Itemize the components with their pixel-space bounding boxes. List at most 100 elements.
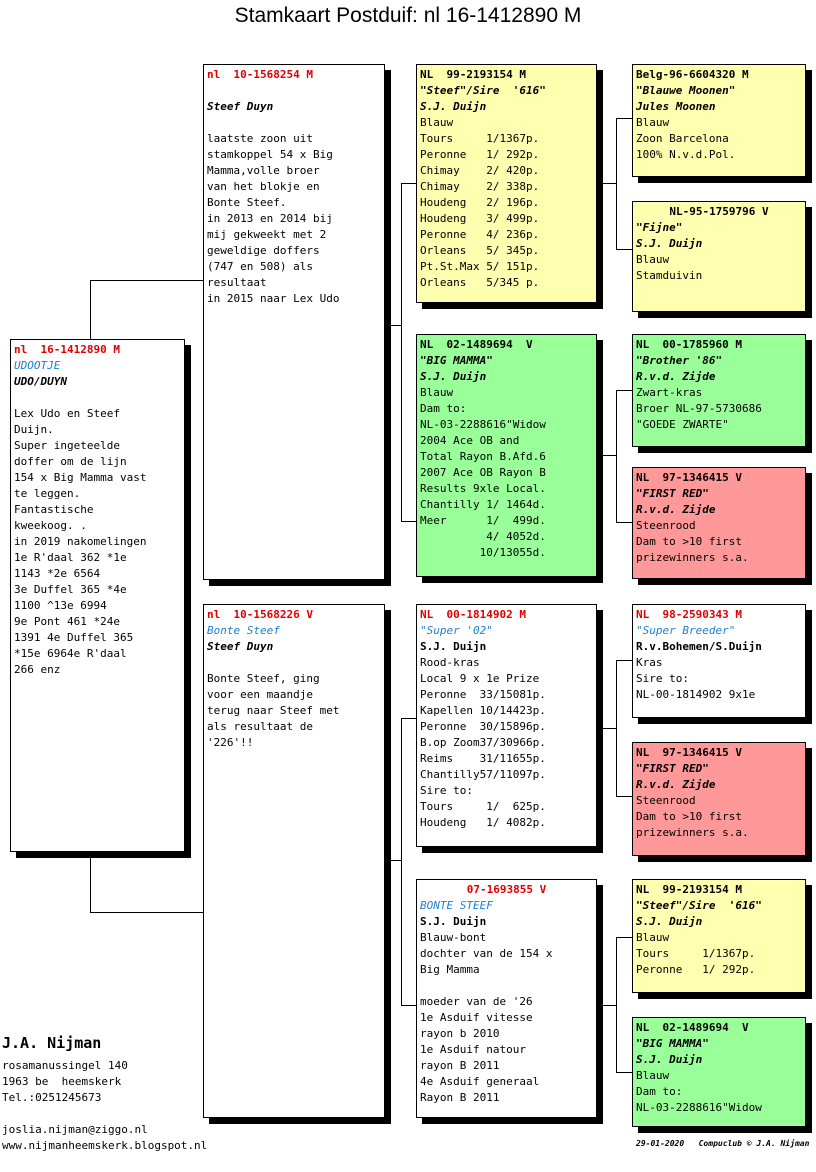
card-line: Big Mamma: [420, 963, 480, 976]
connector: [401, 1005, 417, 1006]
card-line: Zoon Barcelona: [636, 132, 729, 145]
breeder: R.v.d. Zijde: [636, 370, 716, 383]
connector: [90, 280, 204, 281]
card-line: [420, 978, 593, 994]
card-line: Mamma,volle broer: [207, 164, 320, 177]
pigeon-name: "BIG MAMMA": [636, 1037, 709, 1050]
card-line: 266 enz: [14, 663, 61, 676]
pigeon-name: "Super '02": [420, 624, 493, 637]
ring-number: NL 00-1785960 M: [636, 338, 742, 351]
ring-number: NL 98-2590343 M: [636, 608, 742, 621]
connector: [616, 249, 632, 250]
connector: [384, 860, 402, 861]
card-line: Rood-kras: [420, 656, 480, 669]
ring-number: NL 02-1489694 V: [420, 338, 533, 351]
owner-website: www.nijmanheemskerk.blogspot.nl: [2, 1139, 208, 1152]
owner-phone: Tel.:0251245673: [2, 1091, 102, 1104]
connector: [616, 118, 632, 119]
ring-number: NL 99-2193154 M: [636, 883, 742, 896]
card-line: geweldige doffers: [207, 244, 320, 257]
card-line: als resultaat de: [207, 720, 313, 733]
owner-address: 1963 be heemskerk: [2, 1075, 122, 1088]
card-line: Houdeng 2/ 196p.: [420, 196, 540, 209]
print-stamp: 29-01-2020 Compuclub © J.A. Nijman: [636, 1139, 810, 1148]
pigeon-name: "Steef"/Sire '616": [420, 84, 546, 97]
connector: [90, 851, 91, 913]
card-line: Fantastische: [14, 503, 94, 516]
card-line: Dam to:: [636, 1085, 683, 1098]
connector: [616, 1072, 632, 1073]
breeder: S.J. Duijn: [420, 100, 487, 113]
pigeon-name: "BIG MAMMA": [420, 354, 493, 367]
card-line: van het blokje en: [207, 180, 320, 193]
card-dss: NL 98-2590343 M "Super Breeder" R.v.Bohe…: [632, 604, 806, 718]
card-line: Meer 1/ 499d.: [420, 514, 546, 527]
breeder: S.J. Duijn: [636, 1053, 703, 1066]
card-line: [207, 115, 381, 131]
connector: [401, 718, 417, 719]
card-line: mij gekweekt met 2: [207, 228, 327, 241]
card-line: in 2015 naar Lex Udo: [207, 292, 340, 305]
card-line: Results 9xle Local.: [420, 482, 546, 495]
card-line: B.op Zoom37/30966p.: [420, 736, 546, 749]
card-sdd: NL 97-1346415 V "FIRST RED" R.v.d. Zijde…: [632, 467, 806, 579]
card-line: '226'!!: [207, 736, 254, 749]
card-dam: nl 10-1568226 V Bonte Steef Steef Duyn B…: [203, 604, 385, 1118]
card-dam-sire: NL 00-1814902 M "Super '02" S.J. Duijn R…: [416, 604, 597, 847]
card-line: 1e R'daal 362 *1e: [14, 551, 127, 564]
card-line: in 2019 nakomelingen: [14, 535, 147, 548]
connector: [616, 937, 632, 938]
card-line: Peronne 1/ 292p.: [636, 963, 756, 976]
connector: [596, 183, 616, 184]
card-line: Reims 31/11655p.: [420, 752, 546, 765]
breeder: UDO/DUYN: [14, 375, 67, 388]
ring-number: NL 02-1489694 V: [636, 1021, 749, 1034]
card-line: Tours 1/ 625p.: [420, 800, 546, 813]
card-line: Pt.St.Max 5/ 151p.: [420, 260, 540, 273]
card-line: Blauw: [636, 1069, 670, 1082]
card-dsd: NL 97-1346415 V "FIRST RED" R.v.d. Zijde…: [632, 742, 806, 856]
card-line: Super ingeteelde: [14, 439, 120, 452]
card-line: Duijn.: [14, 423, 54, 436]
card-line: Orleans 5/345 p.: [420, 276, 540, 289]
card-line: Sire to:: [636, 672, 689, 685]
connector: [384, 325, 402, 326]
card-line: NL-03-2288616"Widow: [636, 1101, 762, 1114]
card-line: Peronne 33/15081p.: [420, 688, 546, 701]
pigeon-name: "FIRST RED": [636, 487, 709, 500]
breeder: R.v.Bohemen/S.Duijn: [636, 640, 762, 653]
card-sire-sire: NL 99-2193154 M "Steef"/Sire '616" S.J. …: [416, 64, 597, 303]
connector: [401, 521, 417, 522]
card-line: "GOEDE ZWARTE": [636, 418, 729, 431]
card-line: 154 x Big Mamma vast: [14, 471, 147, 484]
card-line: Broer NL-97-5730686: [636, 402, 762, 415]
card-line: doffer om de lijn: [14, 455, 127, 468]
owner-email: joslia.nijman@ziggo.nl: [2, 1123, 148, 1136]
breeder: Jules Moonen: [636, 100, 716, 113]
pigeon-name: "Brother '86": [636, 354, 723, 367]
card-line: Orleans 5/ 345p.: [420, 244, 540, 257]
card-line: Steenrood: [636, 519, 696, 532]
card-line: Houdeng 1/ 4082p.: [420, 816, 546, 829]
card-line: resultaat: [207, 276, 267, 289]
card-line: stamkoppel 54 x Big: [207, 148, 333, 161]
card-line: Blauw: [636, 931, 670, 944]
card-line: Blauw: [636, 253, 670, 266]
card-line: 1143 *2e 6564: [14, 567, 101, 580]
card-line: Rayon B 2011: [420, 1091, 500, 1104]
card-line: Tours 1/1367p.: [420, 132, 540, 145]
card-line: 4/ 4052d.: [420, 530, 546, 543]
breeder: S.J. Duijn: [420, 640, 487, 653]
card-line: [14, 390, 181, 406]
card-line: [207, 83, 381, 99]
card-line: Chimay 2/ 420p.: [420, 164, 540, 177]
card-line: Blauw: [420, 386, 454, 399]
card-line: 1e Asduif natour: [420, 1043, 526, 1056]
ring-number: NL 97-1346415 V: [636, 746, 742, 759]
breeder: S.J. Duijn: [636, 915, 703, 928]
card-line: Chantilly 1/ 1464d.: [420, 498, 546, 511]
ring-number: nl 10-1568254 M: [207, 68, 313, 81]
card-main-pigeon: nl 16-1412890 M UDOOTJE UDO/DUYN Lex Udo…: [10, 339, 185, 852]
ring-number: NL-95-1759796 V: [669, 205, 769, 218]
card-line: in 2013 en 2014 bij: [207, 212, 333, 225]
